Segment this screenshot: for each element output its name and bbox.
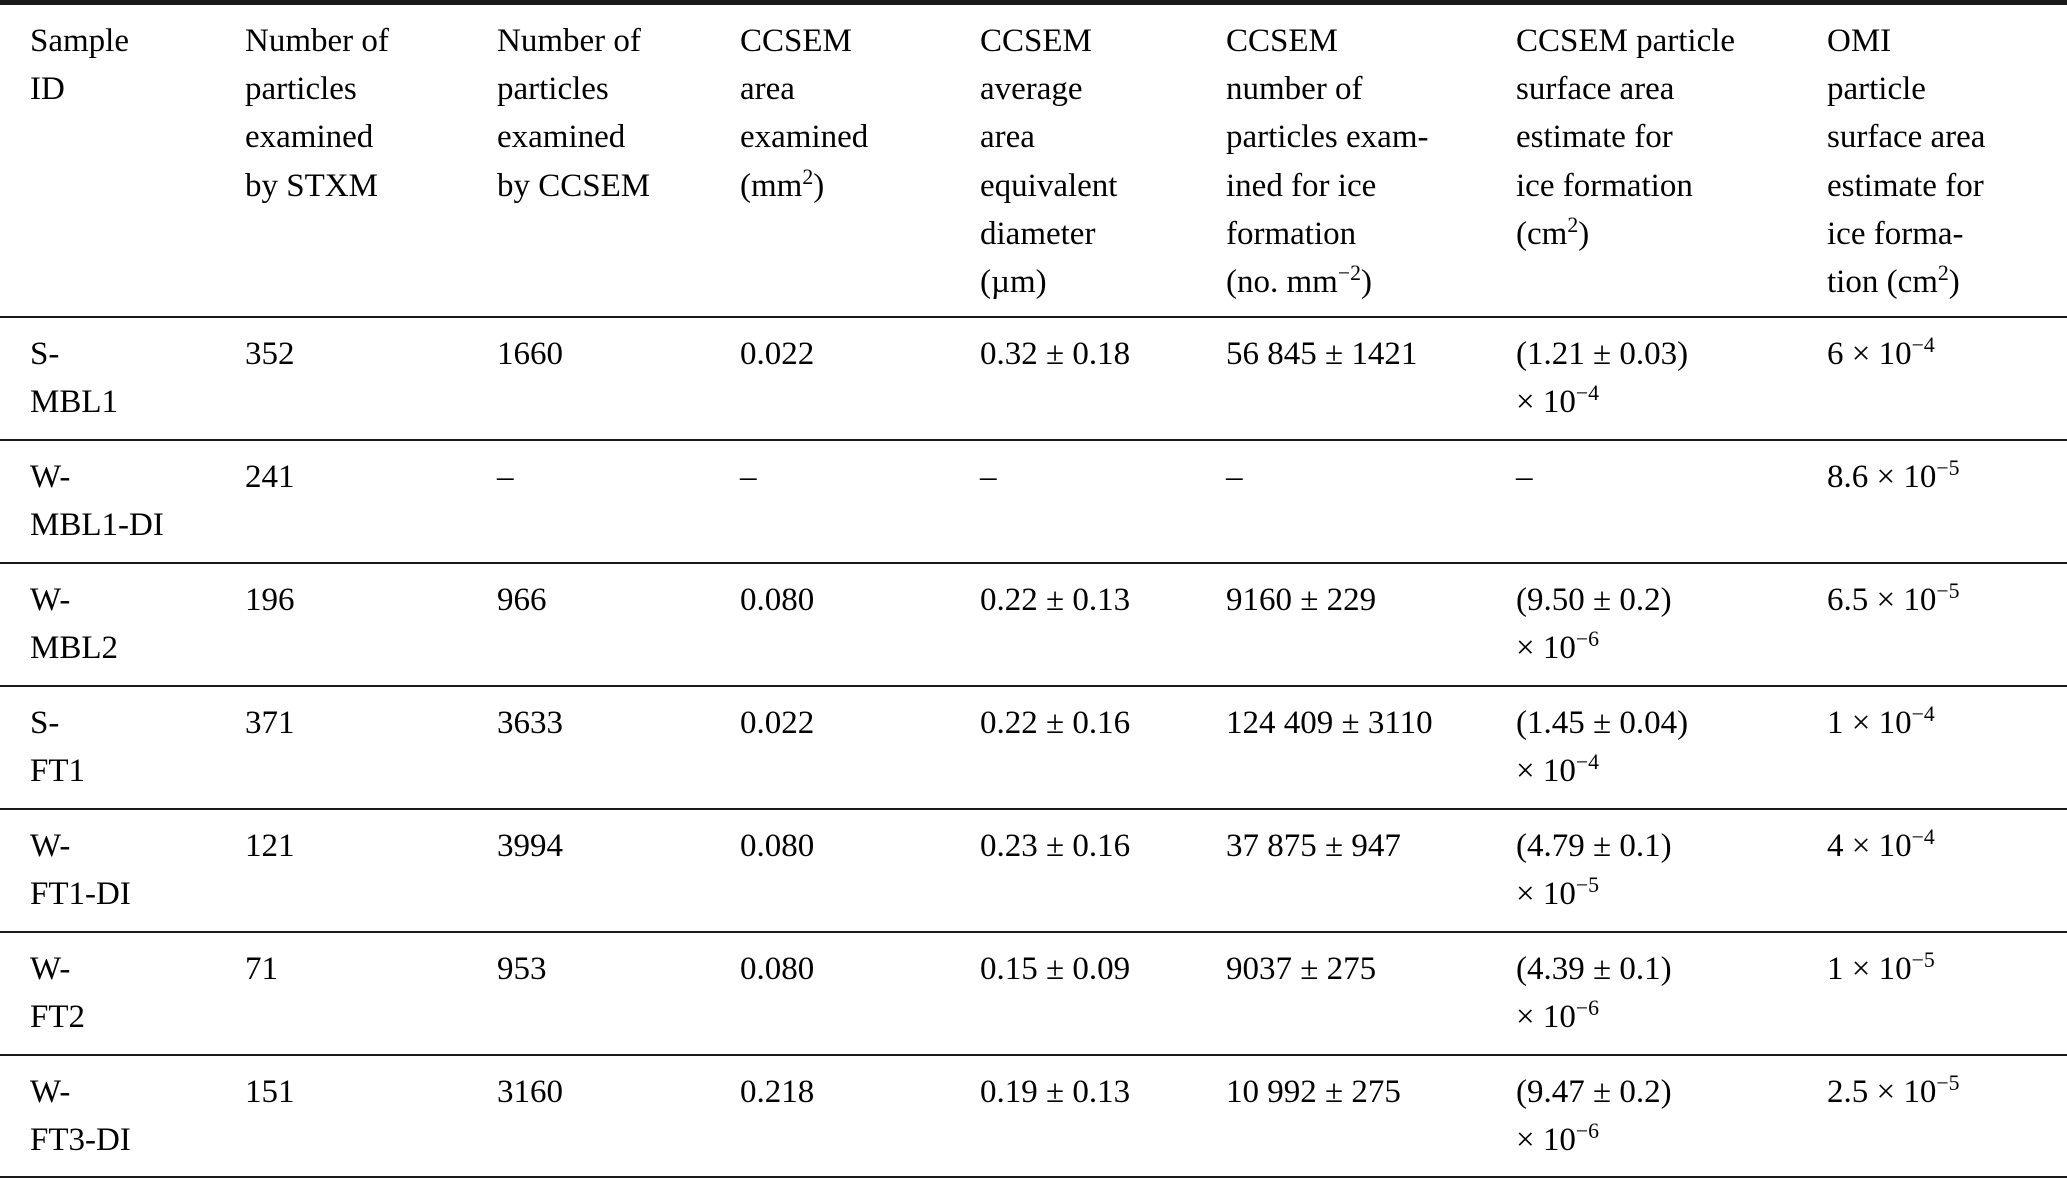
table-row-s-ft1: S- FT1 371 3633 0.022 0.22 ± 0.16 124 40… — [0, 686, 2067, 810]
cell-ice-particle-count: 10 992 ± 275 — [1226, 1074, 1401, 1111]
cell-ccsem-surface-area: – — [1516, 459, 1533, 496]
cell-sample-id: S- FT1 — [30, 705, 86, 790]
cell-ccsem-count: – — [497, 459, 514, 496]
cell-stxm-count: 241 — [245, 459, 295, 496]
cell-ccsem-count: 3994 — [497, 828, 563, 865]
cell-sample-id: W- MBL1-DI — [30, 459, 164, 544]
cell-omi-surface-area: 4 × 10−4 — [1827, 825, 1935, 865]
cell-ccsem-count: 3633 — [497, 705, 563, 742]
header-row: Sample ID Number of particles examined b… — [0, 3, 2067, 318]
table-header: Sample ID Number of particles examined b… — [0, 3, 2067, 318]
cell-ccsem-surface-area: (4.39 ± 0.1) × 10−6 — [1516, 951, 1672, 1036]
column-header-ice-particle-count: CCSEM number of particles exam- ined for… — [1226, 23, 1429, 300]
cell-omi-surface-area: 8.6 × 10−5 — [1827, 456, 1960, 496]
cell-avg-diameter: 0.22 ± 0.13 — [980, 582, 1131, 619]
column-header-avg-diameter: CCSEM average area equivalent diameter (… — [980, 23, 1118, 300]
table-row-w-mbl2: W- MBL2 196 966 0.080 0.22 ± 0.13 9160 ±… — [0, 563, 2067, 687]
table-row-w-ft3-di: W- FT3-DI 151 3160 0.218 0.19 ± 0.13 10 … — [0, 1055, 2067, 1178]
cell-sample-id: S- MBL1 — [30, 336, 119, 421]
cell-ccsem-area: – — [740, 459, 757, 496]
table-row-w-ft2: W- FT2 71 953 0.080 0.15 ± 0.09 9037 ± 2… — [0, 932, 2067, 1056]
cell-sample-id: W- MBL2 — [30, 582, 119, 667]
table-row-w-mbl1-di: W- MBL1-DI 241 – – – – – 8.6 × 10−5 — [0, 440, 2067, 564]
column-header-sample-id: Sample ID — [30, 23, 129, 108]
cell-ccsem-surface-area: (1.21 ± 0.03) × 10−4 — [1516, 336, 1689, 421]
cell-stxm-count: 151 — [245, 1074, 295, 1111]
table-body: S- MBL1 352 1660 0.022 0.32 ± 0.18 56 84… — [0, 317, 2067, 1178]
cell-stxm-count: 196 — [245, 582, 295, 619]
cell-ccsem-surface-area: (9.50 ± 0.2) × 10−6 — [1516, 582, 1672, 667]
cell-ccsem-area: 0.022 — [740, 705, 815, 742]
cell-ccsem-area: 0.022 — [740, 336, 815, 373]
cell-ice-particle-count: 9037 ± 275 — [1226, 951, 1377, 988]
cell-ccsem-surface-area: (1.45 ± 0.04) × 10−4 — [1516, 705, 1689, 790]
cell-ccsem-count: 3160 — [497, 1074, 563, 1111]
cell-omi-surface-area: 2.5 × 10−5 — [1827, 1071, 1960, 1111]
cell-avg-diameter: 0.23 ± 0.16 — [980, 828, 1131, 865]
cell-omi-surface-area: 1 × 10−4 — [1827, 702, 1935, 742]
cell-ice-particle-count: 9160 ± 229 — [1226, 582, 1377, 619]
cell-sample-id: W- FT2 — [30, 951, 86, 1036]
cell-avg-diameter: 0.32 ± 0.18 — [980, 336, 1131, 373]
cell-ice-particle-count: 56 845 ± 1421 — [1226, 336, 1418, 373]
cell-stxm-count: 352 — [245, 336, 295, 373]
cell-stxm-count: 371 — [245, 705, 295, 742]
cell-omi-surface-area: 6.5 × 10−5 — [1827, 579, 1960, 619]
cell-ccsem-area: 0.218 — [740, 1074, 815, 1111]
cell-stxm-count: 121 — [245, 828, 295, 865]
cell-avg-diameter: 0.19 ± 0.13 — [980, 1074, 1131, 1111]
cell-ccsem-area: 0.080 — [740, 582, 815, 619]
cell-sample-id: W- FT3-DI — [30, 1074, 131, 1159]
cell-sample-id: W- FT1-DI — [30, 828, 131, 913]
cell-ccsem-surface-area: (9.47 ± 0.2) × 10−6 — [1516, 1074, 1672, 1159]
column-header-ccsem-surface-area: CCSEM particle surface area estimate for… — [1516, 23, 1736, 252]
column-header-omi-surface-area: OMI particle surface area estimate for i… — [1827, 23, 1986, 300]
table-row-s-mbl1: S- MBL1 352 1660 0.022 0.32 ± 0.18 56 84… — [0, 317, 2067, 441]
cell-avg-diameter: 0.22 ± 0.16 — [980, 705, 1131, 742]
table-row-w-ft1-di: W- FT1-DI 121 3994 0.080 0.23 ± 0.16 37 … — [0, 809, 2067, 933]
cell-avg-diameter: – — [980, 459, 997, 496]
column-header-ccsem-area: CCSEM area examined (mm2) — [740, 23, 869, 204]
cell-ccsem-area: 0.080 — [740, 828, 815, 865]
cell-ccsem-count: 953 — [497, 951, 547, 988]
cell-ice-particle-count: 37 875 ± 947 — [1226, 828, 1401, 865]
cell-ccsem-area: 0.080 — [740, 951, 815, 988]
cell-ccsem-surface-area: (4.79 ± 0.1) × 10−5 — [1516, 828, 1672, 913]
cell-omi-surface-area: 6 × 10−4 — [1827, 333, 1935, 373]
cell-ice-particle-count: – — [1226, 459, 1243, 496]
cell-ccsem-count: 966 — [497, 582, 547, 619]
column-header-ccsem-count: Number of particles examined by CCSEM — [497, 23, 651, 204]
cell-ice-particle-count: 124 409 ± 3110 — [1226, 705, 1433, 742]
cell-avg-diameter: 0.15 ± 0.09 — [980, 951, 1131, 988]
cell-ccsem-count: 1660 — [497, 336, 563, 373]
cell-omi-surface-area: 1 × 10−5 — [1827, 948, 1935, 988]
column-header-stxm-count: Number of particles examined by STXM — [245, 23, 389, 204]
cell-stxm-count: 71 — [245, 951, 278, 988]
